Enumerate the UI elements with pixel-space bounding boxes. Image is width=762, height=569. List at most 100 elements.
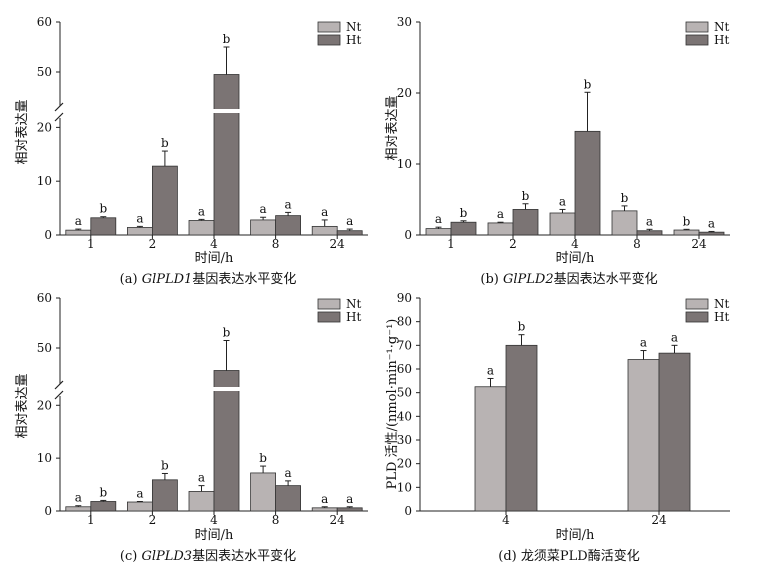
y-tick-label: 60	[37, 291, 52, 305]
x-tick-label: 4	[571, 237, 579, 251]
caption-prefix: (b)	[480, 272, 503, 287]
legend-label: Nt	[346, 297, 362, 311]
legend-label: Nt	[346, 20, 362, 34]
legend-label: Ht	[346, 310, 361, 324]
bar-ht	[90, 217, 117, 236]
caption-suffix: 基因表达水平变化	[192, 271, 296, 287]
y-tick-label: 60	[37, 15, 52, 29]
significance-label: a	[559, 194, 566, 208]
x-tick-label: 2	[149, 513, 157, 527]
bar-nt	[250, 219, 277, 236]
panel-caption: (c) GlPLD3基因表达水平变化	[120, 548, 296, 564]
caption-gene: GlPLD3	[141, 549, 192, 564]
bar-nt	[65, 506, 92, 512]
legend-swatch-nt	[317, 298, 341, 310]
significance-label: a	[346, 214, 353, 228]
bar-ht	[574, 130, 601, 236]
bar-ht	[505, 344, 538, 512]
x-tick-label: 1	[87, 237, 95, 251]
legend-label: Ht	[714, 33, 729, 47]
significance-label: a	[671, 330, 678, 344]
y-tick-label: 10	[397, 157, 412, 171]
x-tick-label: 2	[149, 237, 157, 251]
bar-nt	[65, 229, 92, 236]
axis-break-mark	[54, 390, 64, 400]
legend-swatch-ht	[317, 311, 341, 323]
x-tick-label: 4	[210, 237, 218, 251]
axis-break-mark	[54, 112, 64, 122]
significance-label: b	[259, 451, 267, 465]
legend-label: Nt	[714, 20, 730, 34]
caption-prefix: (d)	[498, 549, 521, 564]
significance-label: a	[487, 363, 494, 377]
panel-caption: (d) 龙须菜PLD酶活变化	[498, 548, 639, 564]
significance-label: a	[260, 202, 267, 216]
x-tick-label: 2	[509, 237, 517, 251]
y-tick-label: 10	[37, 174, 52, 188]
significance-label: a	[136, 486, 143, 500]
significance-label: b	[683, 214, 691, 228]
legend-swatch-nt	[685, 21, 709, 33]
bar-nt	[311, 507, 338, 512]
y-tick-label: 0	[404, 228, 412, 242]
bar-break-band	[213, 387, 240, 391]
significance-label: b	[518, 320, 526, 334]
panel-caption: (a) GlPLD1基因表达水平变化	[120, 271, 297, 287]
bar-ht	[213, 74, 240, 236]
y-tick-label: 10	[37, 451, 52, 465]
axis-break-mark	[54, 102, 64, 112]
panel-caption: (b) GlPLD2基因表达水平变化	[480, 271, 657, 287]
bar-nt	[188, 220, 215, 236]
x-axis-title: 时间/h	[556, 251, 595, 266]
legend-swatch-nt	[685, 298, 709, 310]
bar-nt	[311, 225, 338, 236]
caption-gene: GlPLD2	[503, 272, 554, 287]
y-tick-label: 50	[37, 65, 52, 79]
x-tick-label: 24	[330, 513, 346, 527]
x-axis-title: 时间/h	[556, 528, 595, 543]
bar-nt	[487, 222, 514, 236]
x-tick-label: 8	[633, 237, 641, 251]
caption-suffix: 龙须菜PLD酶活变化	[521, 548, 640, 564]
y-axis-title: 相对表达量	[15, 99, 30, 164]
y-axis-title: 相对表达量	[15, 373, 30, 438]
significance-label: a	[285, 197, 292, 211]
y-tick-label: 40	[397, 409, 412, 423]
caption-prefix: (c)	[120, 549, 142, 564]
bar-ht	[151, 479, 178, 512]
significance-label: b	[522, 189, 530, 203]
significance-label: a	[75, 214, 82, 228]
x-tick-label: 4	[210, 513, 218, 527]
bar-nt	[425, 228, 452, 236]
caption-gene: GlPLD1	[142, 272, 193, 287]
caption-suffix: 基因表达水平变化	[554, 271, 658, 287]
x-axis-title: 时间/h	[195, 528, 234, 543]
legend-label: Ht	[346, 33, 361, 47]
significance-label: a	[321, 492, 328, 506]
significance-label: b	[584, 77, 592, 91]
significance-label: b	[223, 326, 231, 340]
bar-nt	[627, 359, 660, 512]
x-tick-label: 24	[691, 237, 707, 251]
y-tick-label: 50	[397, 386, 412, 400]
bar-nt	[250, 472, 277, 512]
y-axis-title: PLD 活性/(nmol·min⁻¹·g⁻¹)	[385, 319, 400, 490]
bar-ht	[336, 507, 363, 512]
y-tick-label: 0	[44, 228, 52, 242]
y-tick-label: 80	[397, 315, 412, 329]
significance-label: a	[708, 216, 715, 230]
legend-label: Nt	[714, 297, 730, 311]
significance-label: a	[198, 471, 205, 485]
axis-break-mark	[54, 380, 64, 390]
bar-ht	[275, 215, 302, 236]
y-tick-label: 30	[397, 433, 412, 447]
y-tick-label: 0	[404, 504, 412, 518]
x-tick-label: 4	[502, 513, 510, 527]
significance-label: a	[640, 336, 647, 350]
bar-nt	[549, 212, 576, 236]
bar-ht	[90, 501, 117, 512]
significance-label: b	[99, 485, 107, 499]
